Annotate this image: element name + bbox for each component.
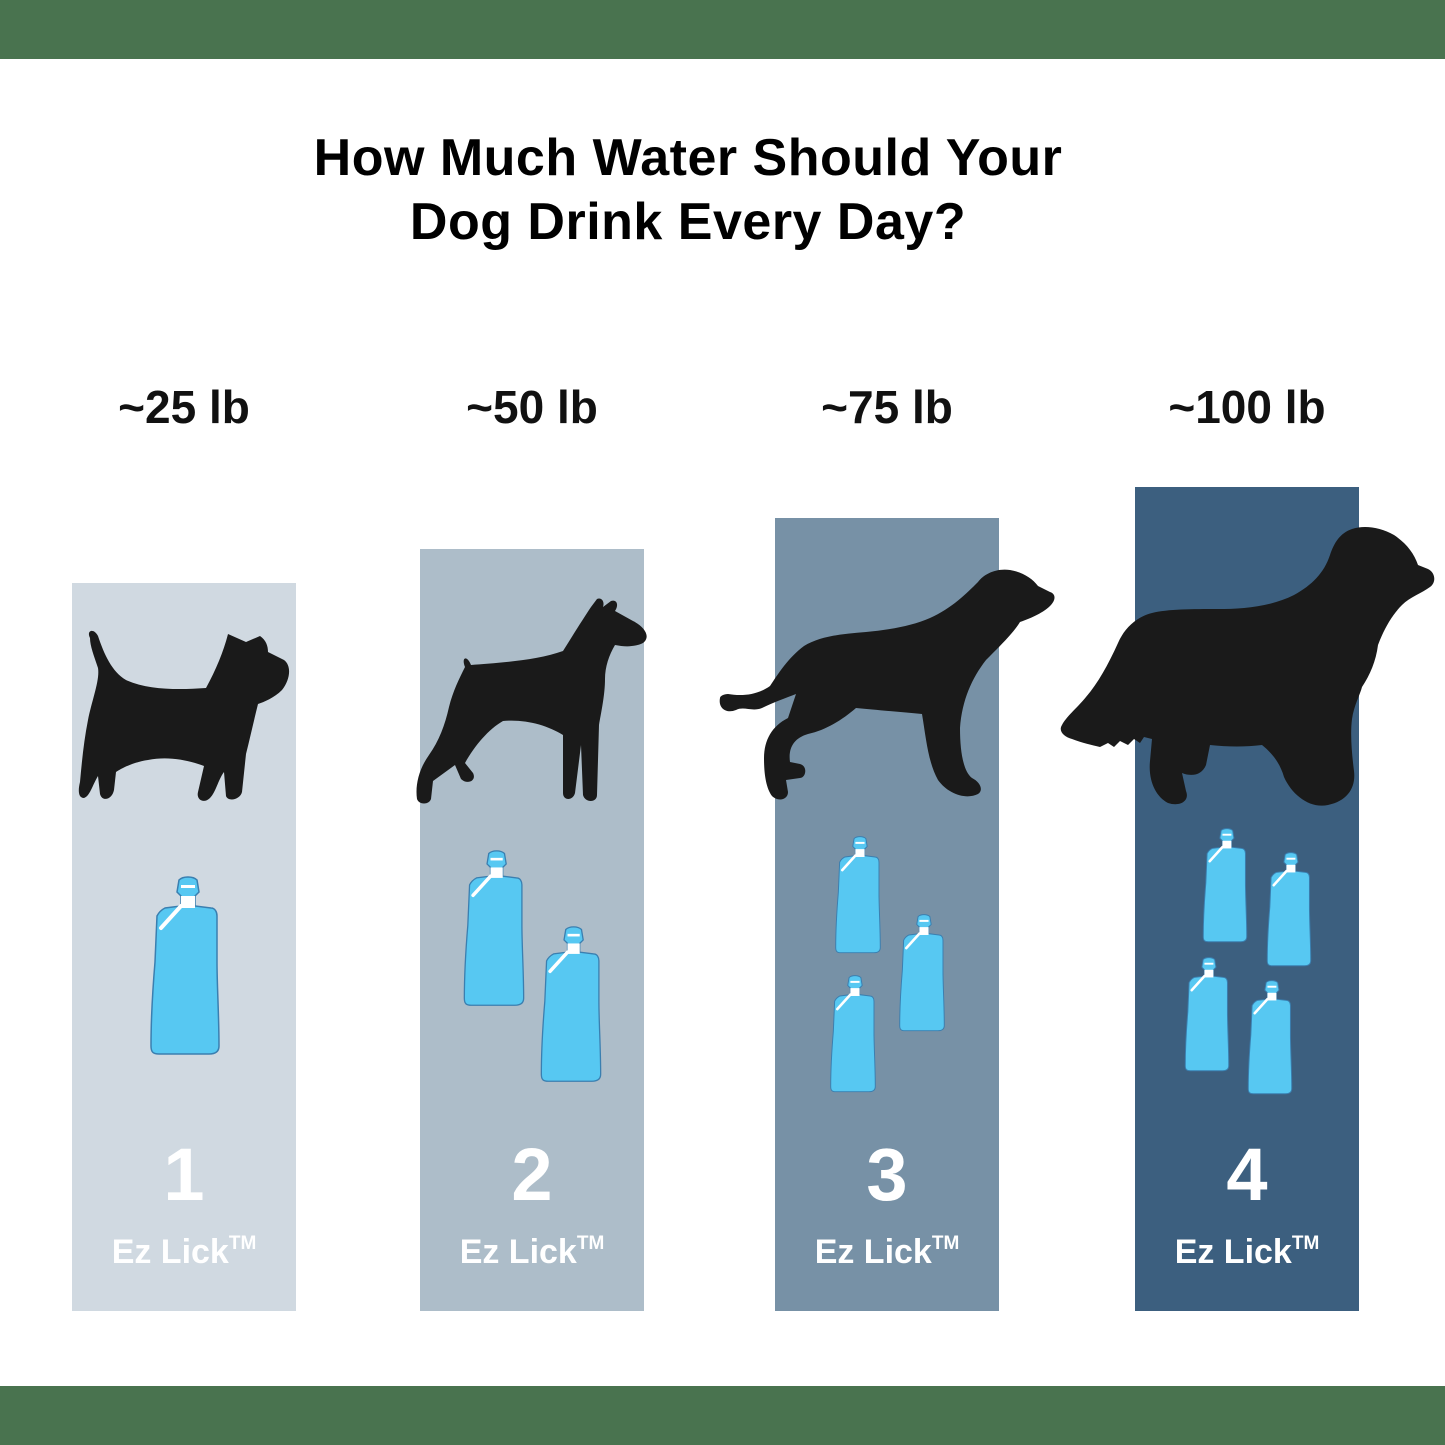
product-label: Ez LickTM bbox=[72, 1224, 296, 1272]
retriever-icon bbox=[719, 569, 1055, 800]
bottle-icon bbox=[895, 914, 949, 1032]
bottle-count: 3 bbox=[866, 1133, 908, 1216]
weight-label-25: ~25 lb bbox=[118, 381, 250, 433]
trademark: TM bbox=[576, 1233, 605, 1254]
top-green-band bbox=[0, 0, 1445, 59]
chart-title: How Much Water Should Your Dog Drink Eve… bbox=[0, 126, 1376, 254]
trademark: TM bbox=[1291, 1233, 1320, 1254]
weight-label-75: ~75 lb bbox=[821, 381, 953, 433]
bottle-icon bbox=[536, 926, 606, 1083]
product-name: Ez Lick bbox=[111, 1233, 229, 1271]
product-label: Ez LickTM bbox=[775, 1224, 999, 1272]
product-name: Ez Lick bbox=[1174, 1233, 1292, 1271]
large-dog-icon bbox=[1060, 527, 1435, 806]
title-line-1: How Much Water Should Your bbox=[313, 129, 1063, 187]
bottle-icon bbox=[1199, 828, 1251, 943]
bottle-icon bbox=[1181, 957, 1233, 1072]
bottle-icon bbox=[145, 876, 225, 1056]
product-name: Ez Lick bbox=[814, 1233, 932, 1271]
bottle-count: 4 bbox=[1226, 1133, 1268, 1216]
small-terrier-icon bbox=[78, 630, 290, 801]
product-label: Ez LickTM bbox=[1135, 1224, 1359, 1272]
weight-label-100: ~100 lb bbox=[1168, 381, 1326, 433]
bottle-count: 2 bbox=[511, 1133, 553, 1216]
weight-label-50: ~50 lb bbox=[466, 381, 598, 433]
medium-dog-icon bbox=[416, 598, 647, 804]
bottle-icon bbox=[1244, 980, 1296, 1095]
bottle-icon bbox=[459, 850, 529, 1007]
bottle-count: 1 bbox=[163, 1133, 205, 1216]
trademark: TM bbox=[931, 1233, 960, 1254]
bottle-icon bbox=[1263, 852, 1315, 967]
title-line-2: Dog Drink Every Day? bbox=[409, 193, 967, 251]
product-label: Ez LickTM bbox=[420, 1224, 644, 1272]
trademark: TM bbox=[228, 1233, 257, 1254]
bottom-green-band bbox=[0, 1386, 1445, 1445]
bottle-icon bbox=[826, 975, 880, 1093]
product-name: Ez Lick bbox=[459, 1233, 577, 1271]
bottle-icon bbox=[831, 836, 885, 954]
